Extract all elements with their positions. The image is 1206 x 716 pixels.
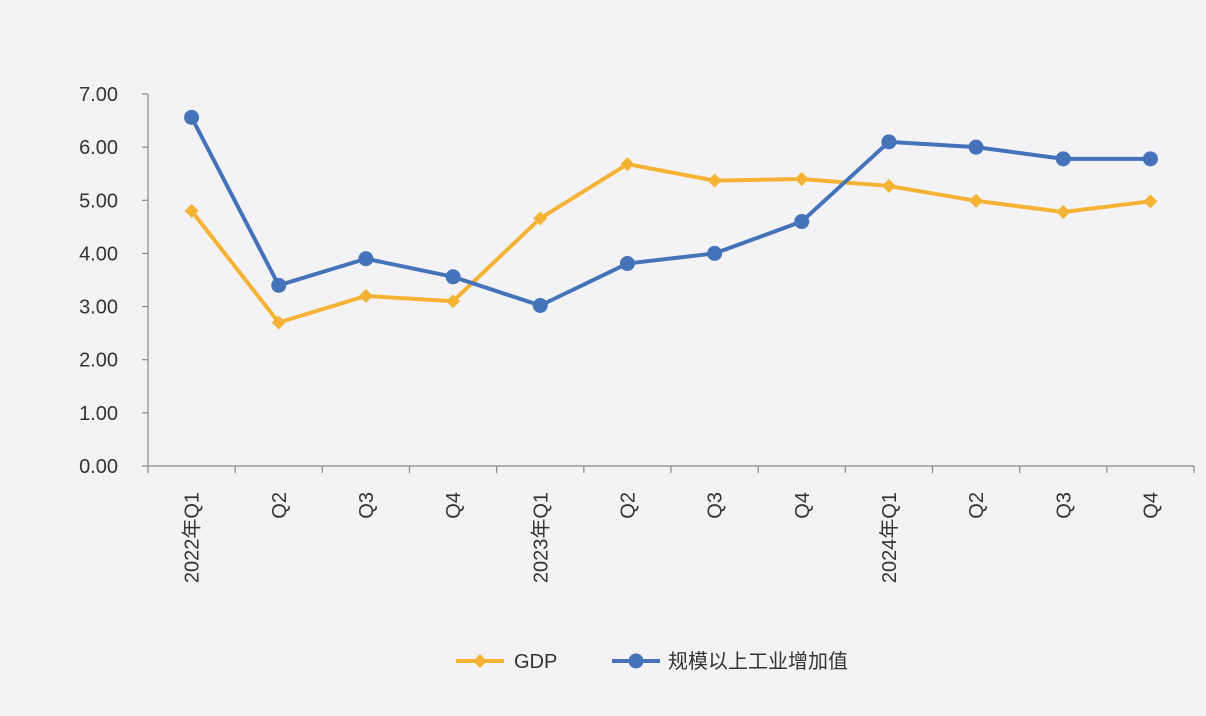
x-tick-label: Q3 — [1053, 492, 1075, 519]
series-group — [184, 109, 1158, 314]
data-point-diamond — [1143, 194, 1158, 209]
legend: GDP 规模以上工业增加值 — [456, 650, 848, 673]
legend-label: GDP — [514, 651, 557, 673]
data-point-circle — [184, 109, 200, 125]
legend-item: 规模以上工业增加值 — [612, 650, 848, 673]
data-point-circle — [881, 134, 897, 150]
data-point-diamond — [446, 294, 461, 309]
legend-label: 规模以上工业增加值 — [668, 650, 848, 673]
data-point-circle — [271, 277, 287, 293]
data-point-circle — [707, 245, 723, 261]
data-point-circle — [794, 214, 810, 230]
y-tick-label: 7.00 — [79, 84, 118, 106]
data-point-diamond — [533, 211, 548, 226]
data-point-diamond — [184, 203, 199, 218]
series-layer — [184, 109, 1158, 330]
data-point-circle — [532, 298, 548, 314]
y-tick-label: 3.00 — [79, 297, 118, 319]
data-point-circle — [445, 269, 461, 285]
data-point-circle — [968, 139, 984, 155]
x-tick-label: 2022年Q1 — [181, 492, 204, 583]
x-tick-label: Q2 — [269, 492, 291, 519]
data-point-diamond — [794, 172, 809, 187]
x-tick-label: Q2 — [617, 492, 639, 519]
x-tick-label: 2023年Q1 — [529, 492, 552, 583]
data-point-circle — [1142, 151, 1158, 167]
x-tick-label: Q3 — [705, 492, 727, 519]
y-tick-label: 0.00 — [79, 456, 118, 478]
series-line — [189, 162, 1153, 325]
y-tick-label: 4.00 — [79, 243, 118, 265]
legend-item: GDP — [456, 651, 557, 673]
x-tick-label: Q3 — [356, 492, 378, 519]
data-point-diamond — [473, 654, 487, 668]
data-point-diamond — [271, 315, 286, 330]
data-point-diamond — [620, 157, 635, 172]
data-point-diamond — [1056, 204, 1071, 219]
y-axis-labels: 0.00 1.00 2.00 3.00 4.00 5.00 6.00 7.00 — [79, 84, 118, 478]
data-point-circle — [619, 256, 635, 272]
data-point-diamond — [707, 173, 722, 188]
x-tick-label: Q2 — [966, 492, 988, 519]
x-axis-labels: 2022年Q1 Q2 Q3 Q4 2023年Q1 Q2 Q3 Q4 2024年Q1 Q2 Q3 Q4 — [181, 492, 1163, 583]
y-tick-label: 2.00 — [79, 350, 118, 372]
axes — [142, 93, 1195, 473]
x-tick-label: Q4 — [792, 492, 814, 519]
series-group — [184, 157, 1158, 330]
data-point-circle — [358, 251, 374, 267]
y-tick-label: 1.00 — [79, 403, 118, 425]
x-tick-label: 2024年Q1 — [878, 492, 901, 583]
y-tick-label: 5.00 — [79, 190, 118, 212]
data-point-diamond — [881, 178, 896, 193]
data-point-circle — [628, 653, 644, 669]
data-point-diamond — [969, 193, 984, 208]
y-tick-label: 6.00 — [79, 137, 118, 159]
data-point-diamond — [358, 288, 373, 303]
series-line — [189, 115, 1153, 308]
data-point-circle — [1055, 151, 1071, 167]
x-tick-label: Q4 — [1140, 492, 1162, 519]
x-tick-label: Q4 — [443, 492, 465, 519]
